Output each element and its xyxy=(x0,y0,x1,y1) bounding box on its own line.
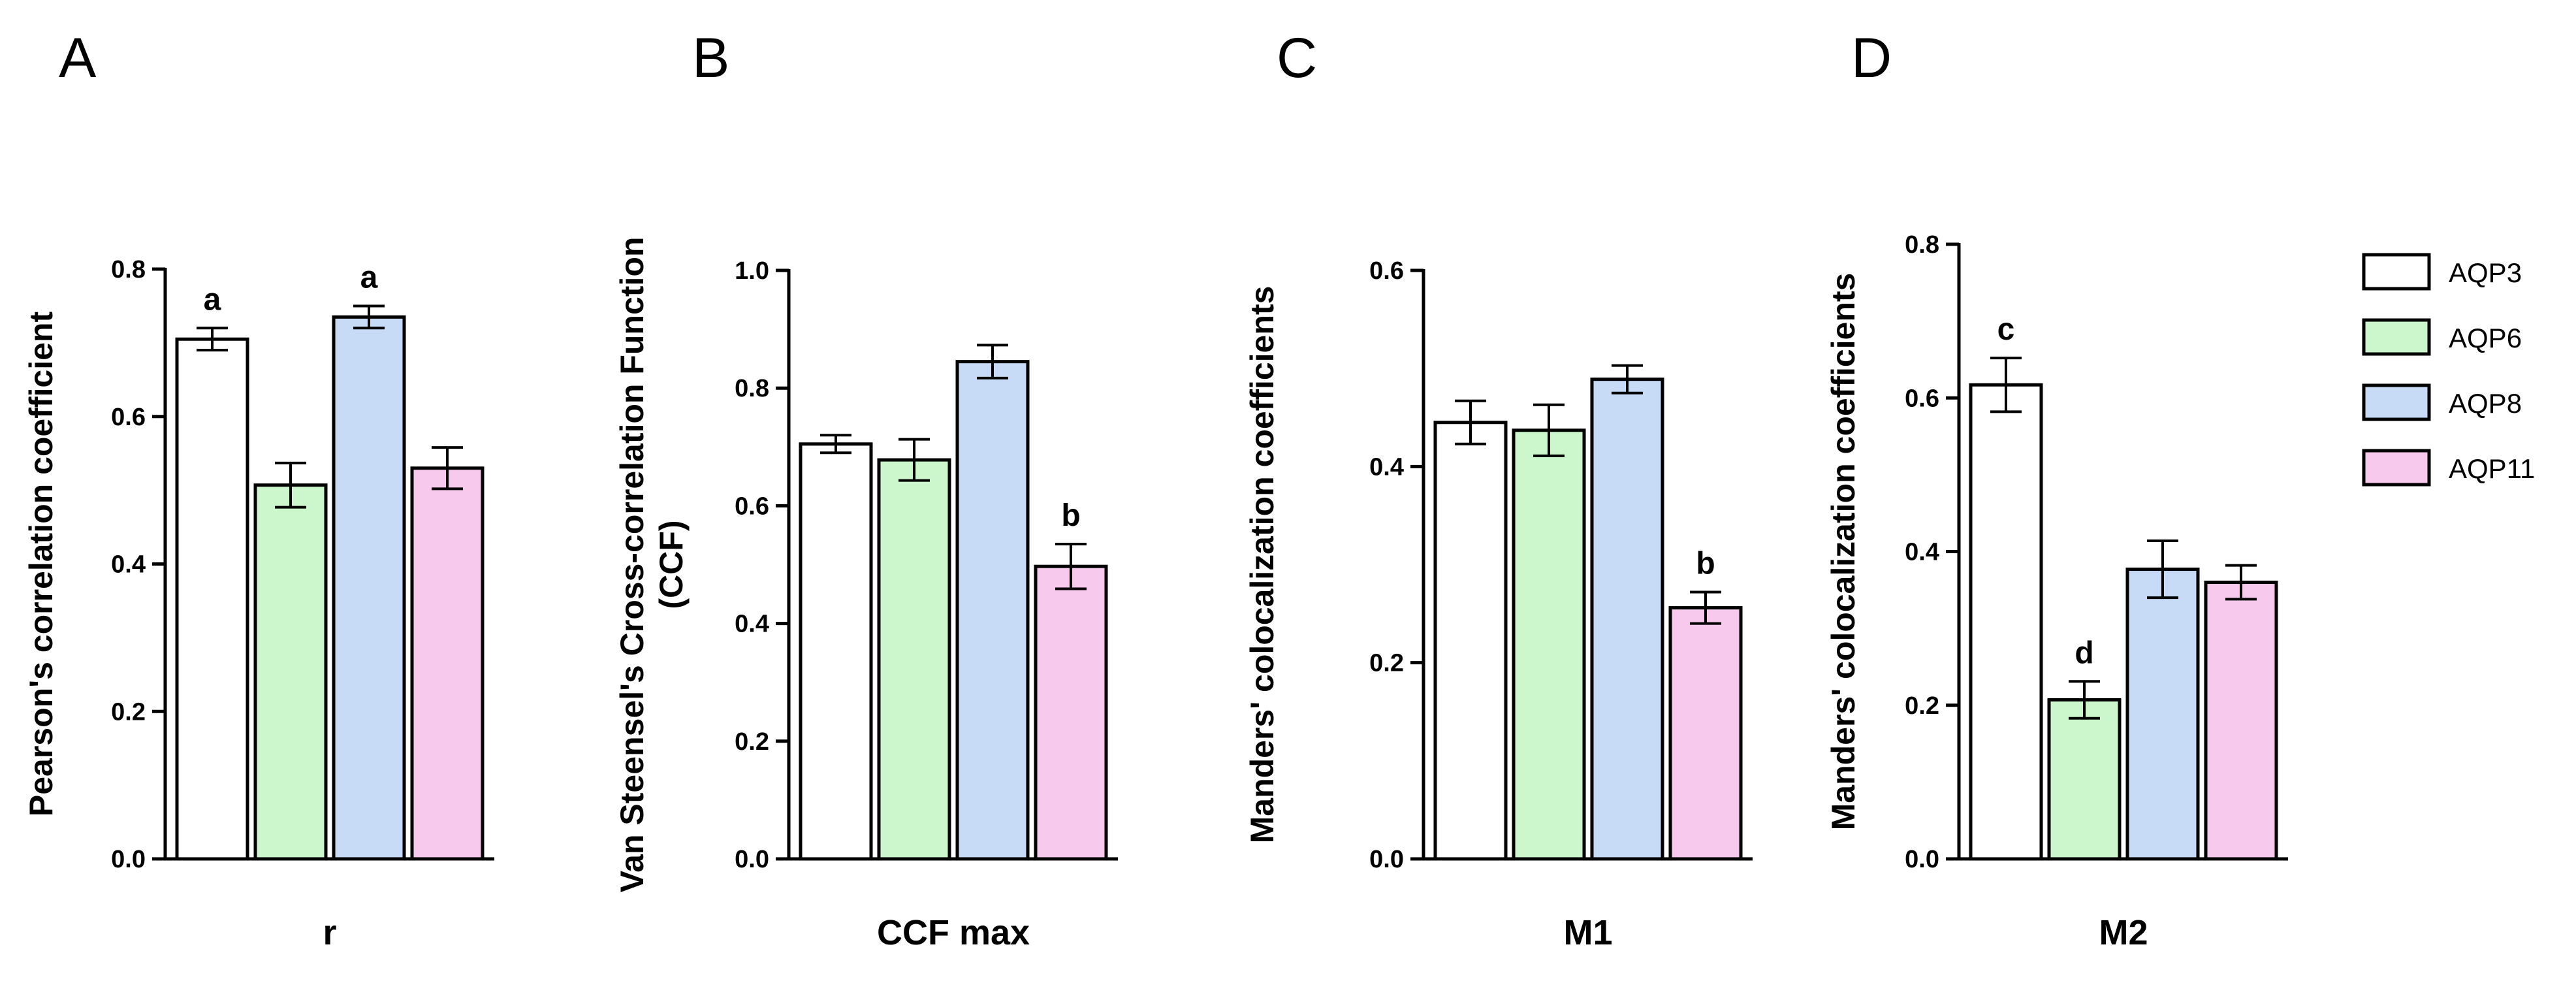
significance-label: b xyxy=(1696,547,1715,581)
legend-swatch-aqp11 xyxy=(2362,449,2431,487)
significance-label: d xyxy=(2075,636,2093,670)
legend-label-aqp8: AQP8 xyxy=(2449,388,2522,419)
panel-c: C 0.0 0.2 0.4 0.6 b M1 Manders' colocalization … xyxy=(1244,27,1753,952)
bar-aqp11 xyxy=(1668,606,1743,861)
bar-aqp11 xyxy=(410,466,485,861)
panel-letter: D xyxy=(1851,27,1892,89)
y-tick-label: 0.0 xyxy=(1369,846,1404,873)
bar-aqp3 xyxy=(799,442,873,861)
bar-aqp3 xyxy=(1969,383,2043,861)
y-tick-label: 0.2 xyxy=(735,728,769,756)
y-tick-label: 0.4 xyxy=(735,611,769,638)
bar-aqp6 xyxy=(2047,698,2122,861)
significance-label: c xyxy=(1997,312,2015,347)
bar-aqp3 xyxy=(175,337,249,861)
bar-aqp8 xyxy=(955,360,1030,861)
panel-letter: A xyxy=(59,27,97,89)
y-tick-label: 0.0 xyxy=(111,846,146,873)
y-axis-label: Manders' colocalization coefficients xyxy=(1825,273,1862,831)
bar-aqp3 xyxy=(1433,421,1508,861)
y-tick-label: 0.6 xyxy=(735,492,769,520)
x-axis-label: M2 xyxy=(2099,913,2148,952)
y-tick-label: 0.0 xyxy=(1905,846,1939,873)
y-tick-label: 0.0 xyxy=(735,846,769,873)
y-tick-label: 1.0 xyxy=(735,257,769,285)
y-tick-label: 0.8 xyxy=(735,375,769,402)
bar-aqp6 xyxy=(253,483,328,861)
legend: AQP3 AQP6 AQP8 AQP11 xyxy=(2362,253,2535,487)
panel-letter: C xyxy=(1277,27,1317,89)
x-axis-label: CCF max xyxy=(877,913,1030,952)
y-tick-label: 0.6 xyxy=(1905,385,1939,412)
y-tick-label: 0.8 xyxy=(1905,231,1939,259)
y-tick-label: 0.4 xyxy=(1369,453,1404,481)
y-axis-label: Van Steensel's Cross-correlation Functio… xyxy=(614,237,650,893)
panel-b: B 0.0 0.2 0.4 0.6 0.8 1.0 b CCF max Van Steensel'… xyxy=(614,27,1118,952)
legend-label-aqp3: AQP3 xyxy=(2449,257,2522,288)
y-tick-label: 0.4 xyxy=(111,551,146,579)
bar-aqp8 xyxy=(2125,568,2200,861)
significance-label: b xyxy=(1061,498,1080,533)
legend-swatch-aqp3 xyxy=(2362,253,2431,291)
panel-d: D 0.0 0.2 0.4 0.6 0.8 c d M2 Manders' colocalizat… xyxy=(1825,27,2288,952)
legend-swatch-aqp6 xyxy=(2362,318,2431,356)
y-tick-label: 0.4 xyxy=(1905,539,1939,566)
y-axis-label: Pearson's correlation coefficient xyxy=(23,312,59,817)
bar-aqp11 xyxy=(1034,564,1108,861)
y-tick-label: 0.2 xyxy=(1369,650,1404,677)
y-axis-label: Manders' colocalization coefficients xyxy=(1244,286,1280,844)
legend-swatch-aqp8 xyxy=(2362,383,2431,421)
bar-aqp6 xyxy=(1512,428,1586,861)
bar-aqp8 xyxy=(1590,378,1664,861)
y-axis-label-line2: (CCF) xyxy=(653,520,690,609)
significance-label: a xyxy=(204,282,221,317)
y-tick-label: 0.6 xyxy=(1369,257,1404,285)
panel-letter: B xyxy=(692,27,729,89)
significance-label: a xyxy=(360,260,378,295)
x-axis-label: M1 xyxy=(1563,913,1612,952)
legend-label-aqp6: AQP6 xyxy=(2449,323,2522,353)
y-tick-label: 0.2 xyxy=(1905,692,1939,720)
bar-aqp8 xyxy=(332,315,406,861)
y-tick-label: 0.2 xyxy=(111,698,146,726)
bar-aqp6 xyxy=(877,458,951,861)
legend-label-aqp11: AQP11 xyxy=(2449,453,2535,484)
bar-aqp11 xyxy=(2204,581,2278,861)
panel-a: A 0.0 0.2 0.4 0.6 0.8 a a r Pearson's correlation… xyxy=(23,27,494,952)
y-tick-label: 0.6 xyxy=(111,404,146,431)
y-tick-label: 0.8 xyxy=(111,256,146,283)
x-axis-label: r xyxy=(323,913,336,952)
